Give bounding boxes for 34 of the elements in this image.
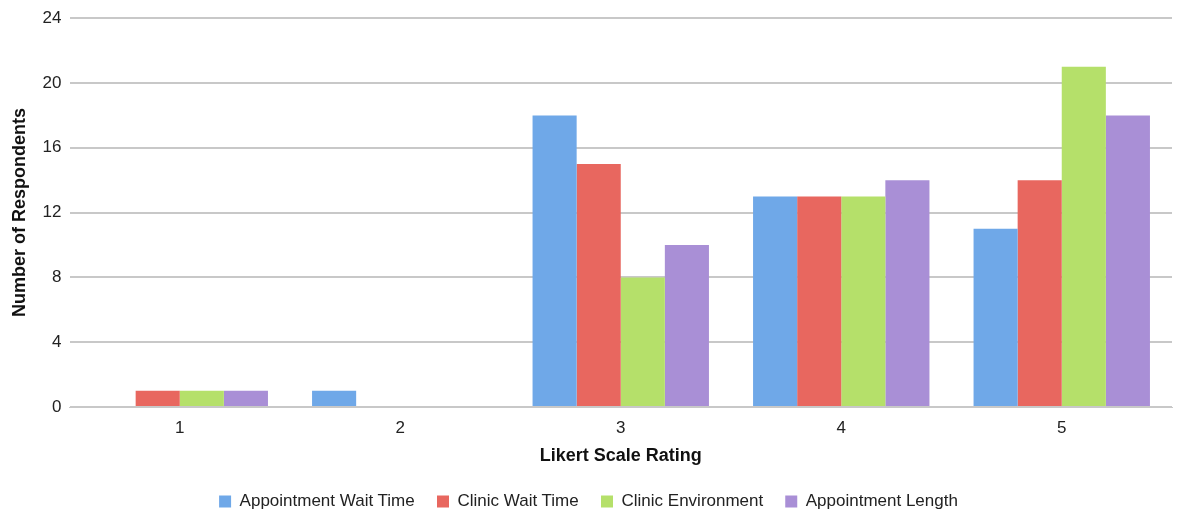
legend-label: Appointment Wait Time (239, 491, 415, 511)
bar (841, 196, 886, 406)
bar (312, 390, 357, 406)
bar (797, 196, 842, 406)
legend-label: Clinic Environment (621, 491, 764, 511)
x-tick-label: 4 (836, 417, 846, 437)
bar (664, 245, 709, 406)
legend-label: Clinic Wait Time (457, 491, 579, 511)
bar (179, 390, 224, 406)
y-tick-label: 4 (52, 331, 62, 351)
bar (973, 228, 1018, 406)
bar (620, 277, 665, 406)
y-tick-label: 0 (52, 396, 62, 416)
y-tick-label: 24 (42, 7, 62, 27)
y-tick-label: 8 (52, 267, 62, 287)
y-axis-title: Number of Respondents (8, 108, 29, 318)
bar (576, 164, 621, 406)
bar (885, 180, 930, 406)
bar (753, 196, 798, 406)
legend-label: Appointment Length (805, 491, 958, 511)
x-tick-label: 5 (1057, 417, 1067, 437)
bar (223, 390, 268, 406)
bar (1061, 66, 1106, 406)
y-tick-label: 16 (42, 137, 62, 157)
x-tick-label: 1 (175, 417, 185, 437)
y-tick-label: 12 (42, 202, 62, 222)
bar (1105, 115, 1150, 406)
x-tick-label: 3 (616, 417, 626, 437)
bar (1017, 180, 1062, 406)
x-axis-title: Likert Scale Rating (539, 445, 702, 466)
bar (532, 115, 577, 406)
bar (135, 390, 180, 406)
x-tick-label: 2 (395, 417, 405, 437)
y-tick-label: 20 (42, 72, 62, 92)
